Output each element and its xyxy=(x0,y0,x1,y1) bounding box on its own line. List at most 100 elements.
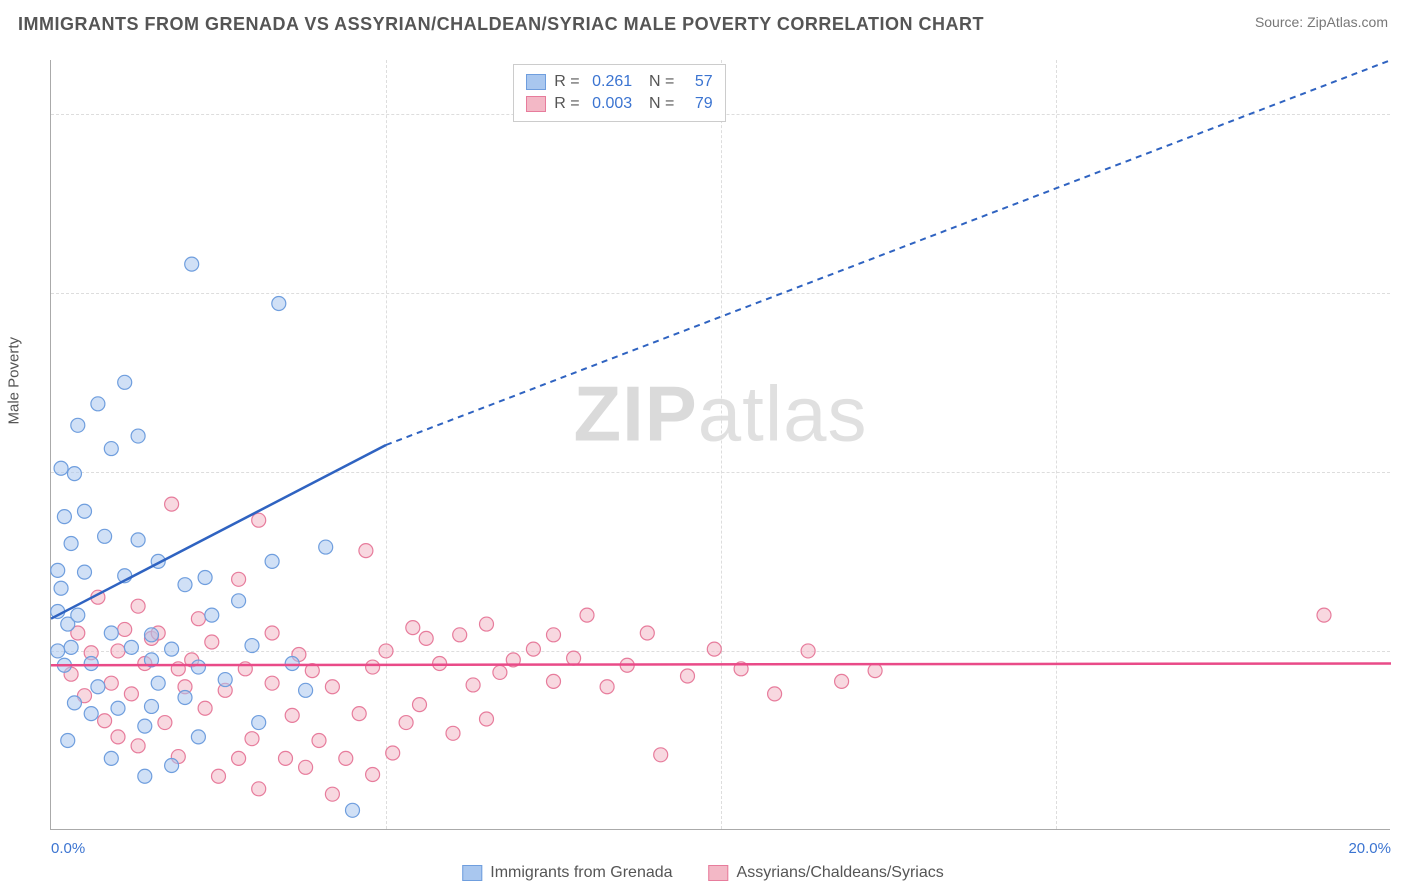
data-point-grenada xyxy=(78,504,92,518)
n-value-grenada: 57 xyxy=(695,71,713,93)
chart-svg xyxy=(51,60,1390,829)
source-label: Source: ZipAtlas.com xyxy=(1255,14,1388,30)
data-point-assyrian xyxy=(413,698,427,712)
legend-item-grenada: Immigrants from Grenada xyxy=(462,864,672,882)
data-point-assyrian xyxy=(835,674,849,688)
data-point-grenada xyxy=(71,418,85,432)
data-point-assyrian xyxy=(707,642,721,656)
data-point-assyrian xyxy=(111,730,125,744)
data-point-grenada xyxy=(98,529,112,543)
trend-line xyxy=(51,663,1391,665)
data-point-grenada xyxy=(151,676,165,690)
data-point-assyrian xyxy=(232,572,246,586)
data-point-grenada xyxy=(51,563,65,577)
data-point-assyrian xyxy=(252,782,266,796)
data-point-grenada xyxy=(198,571,212,585)
data-point-grenada xyxy=(191,730,205,744)
data-point-grenada xyxy=(67,467,81,481)
data-point-assyrian xyxy=(681,669,695,683)
data-point-assyrian xyxy=(366,660,380,674)
data-point-grenada xyxy=(71,608,85,622)
swatch-assyrian xyxy=(526,96,546,112)
data-point-grenada xyxy=(272,297,286,311)
data-point-assyrian xyxy=(104,676,118,690)
data-point-grenada xyxy=(104,751,118,765)
data-point-assyrian xyxy=(1317,608,1331,622)
data-point-grenada xyxy=(245,639,259,653)
data-point-grenada xyxy=(84,707,98,721)
data-point-grenada xyxy=(124,640,138,654)
legend-label-assyrian: Assyrians/Chaldeans/Syriacs xyxy=(737,864,944,882)
data-point-grenada xyxy=(265,554,279,568)
data-point-grenada xyxy=(84,656,98,670)
data-point-grenada xyxy=(111,701,125,715)
data-point-grenada xyxy=(54,461,68,475)
data-point-grenada xyxy=(185,257,199,271)
data-point-grenada xyxy=(64,640,78,654)
data-point-assyrian xyxy=(158,716,172,730)
data-point-grenada xyxy=(232,594,246,608)
data-point-assyrian xyxy=(493,665,507,679)
data-point-assyrian xyxy=(325,787,339,801)
y-axis-label: Male Poverty xyxy=(6,337,23,425)
data-point-assyrian xyxy=(232,751,246,765)
swatch-grenada-icon xyxy=(462,865,482,881)
legend-label-grenada: Immigrants from Grenada xyxy=(490,864,672,882)
swatch-grenada xyxy=(526,74,546,90)
swatch-assyrian-icon xyxy=(709,865,729,881)
x-tick-label: 20.0% xyxy=(1348,840,1391,857)
data-point-assyrian xyxy=(366,767,380,781)
data-point-grenada xyxy=(118,375,132,389)
data-point-assyrian xyxy=(359,544,373,558)
data-point-assyrian xyxy=(131,739,145,753)
data-point-grenada xyxy=(91,397,105,411)
data-point-assyrian xyxy=(379,644,393,658)
data-point-grenada xyxy=(346,803,360,817)
data-point-assyrian xyxy=(131,599,145,613)
legend-row-grenada: R = 0.261 N = 57 xyxy=(526,71,712,93)
data-point-assyrian xyxy=(640,626,654,640)
data-point-grenada xyxy=(104,442,118,456)
data-point-assyrian xyxy=(265,676,279,690)
data-point-grenada xyxy=(191,660,205,674)
data-point-grenada xyxy=(78,565,92,579)
data-point-assyrian xyxy=(480,617,494,631)
data-point-assyrian xyxy=(299,760,313,774)
data-point-assyrian xyxy=(526,642,540,656)
plot-area: ZIPatlas R = 0.261 N = 57 R = 0.003 N = … xyxy=(50,60,1390,830)
data-point-assyrian xyxy=(433,656,447,670)
x-tick-label: 0.0% xyxy=(51,840,85,857)
data-point-assyrian xyxy=(279,751,293,765)
data-point-assyrian xyxy=(124,687,138,701)
data-point-assyrian xyxy=(446,726,460,740)
data-point-assyrian xyxy=(245,732,259,746)
r-value-assyrian: 0.003 xyxy=(592,93,632,115)
data-point-assyrian xyxy=(111,644,125,658)
data-point-grenada xyxy=(51,644,65,658)
data-point-grenada xyxy=(57,510,71,524)
data-point-assyrian xyxy=(165,497,179,511)
data-point-grenada xyxy=(165,759,179,773)
data-point-grenada xyxy=(218,673,232,687)
data-point-assyrian xyxy=(453,628,467,642)
data-point-assyrian xyxy=(98,714,112,728)
data-point-grenada xyxy=(104,626,118,640)
data-point-assyrian xyxy=(312,733,326,747)
data-point-grenada xyxy=(138,719,152,733)
data-point-grenada xyxy=(145,628,159,642)
data-point-grenada xyxy=(252,716,266,730)
data-point-assyrian xyxy=(801,644,815,658)
data-point-grenada xyxy=(138,769,152,783)
correlation-legend: R = 0.261 N = 57 R = 0.003 N = 79 xyxy=(513,64,725,122)
data-point-grenada xyxy=(178,690,192,704)
data-point-assyrian xyxy=(580,608,594,622)
data-point-grenada xyxy=(319,540,333,554)
data-point-grenada xyxy=(131,533,145,547)
data-point-assyrian xyxy=(339,751,353,765)
series-legend: Immigrants from Grenada Assyrians/Chalde… xyxy=(462,864,943,882)
y-tick-label: 20.0% xyxy=(1395,463,1406,480)
data-point-grenada xyxy=(165,642,179,656)
data-point-grenada xyxy=(299,683,313,697)
data-point-assyrian xyxy=(265,626,279,640)
data-point-assyrian xyxy=(547,674,561,688)
